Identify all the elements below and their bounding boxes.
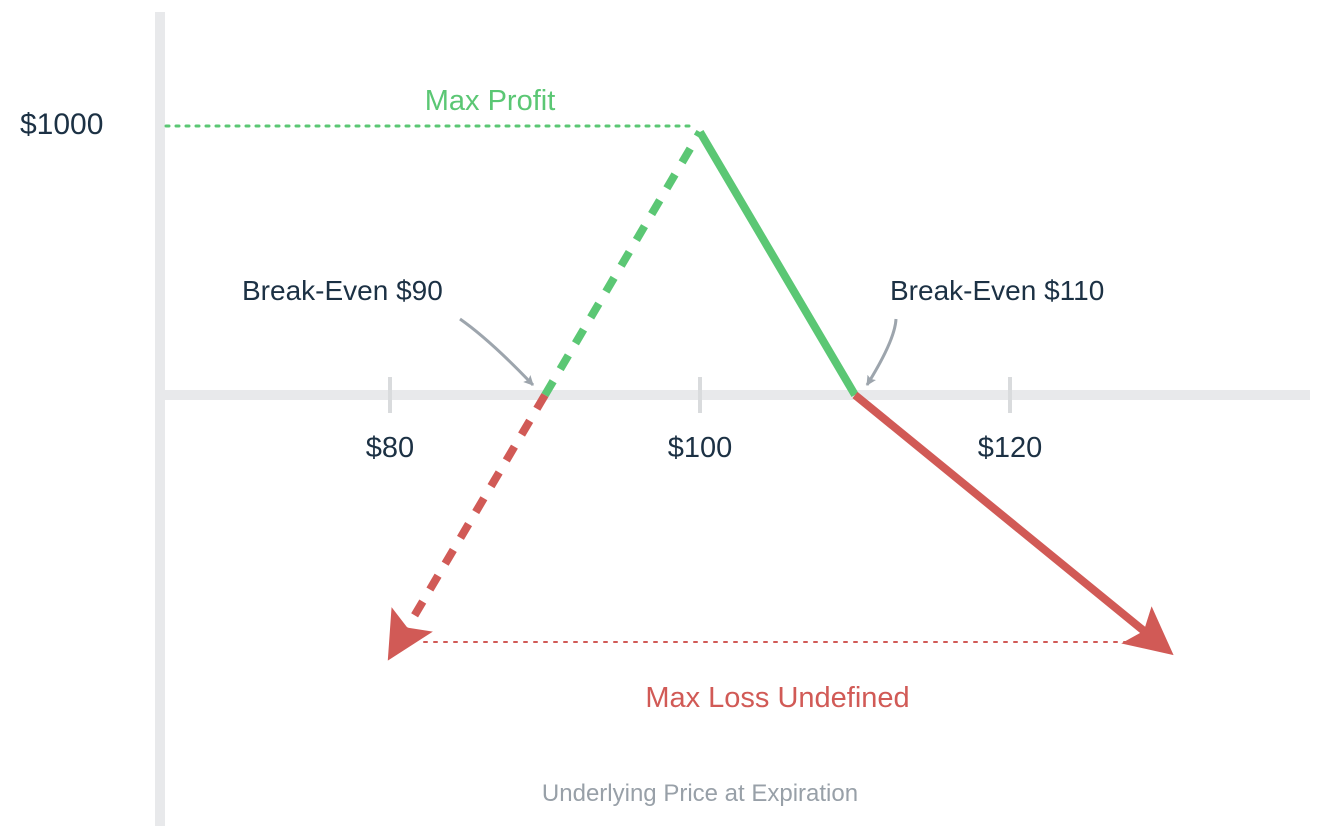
max-profit-label: Max Profit [425,85,556,118]
break-even-left-arrow [460,319,533,385]
payoff-right-profit [700,132,855,395]
payoff-chart: $1000 $80 $100 $120 Max Profit Break-Eve… [0,0,1324,826]
break-even-left-label: Break-Even $90 [242,275,443,307]
max-loss-label: Max Loss Undefined [645,682,909,715]
payoff-left-loss [400,395,545,640]
payoff-left-profit [545,132,700,395]
x-axis-caption: Underlying Price at Expiration [542,780,858,808]
x-tick-label-1: $100 [668,432,733,465]
y-tick-label: $1000 [20,108,103,142]
x-tick-label-2: $120 [978,432,1043,465]
break-even-right-arrow [867,319,896,385]
x-tick-label-0: $80 [366,432,414,465]
break-even-right-label: Break-Even $110 [890,275,1104,307]
